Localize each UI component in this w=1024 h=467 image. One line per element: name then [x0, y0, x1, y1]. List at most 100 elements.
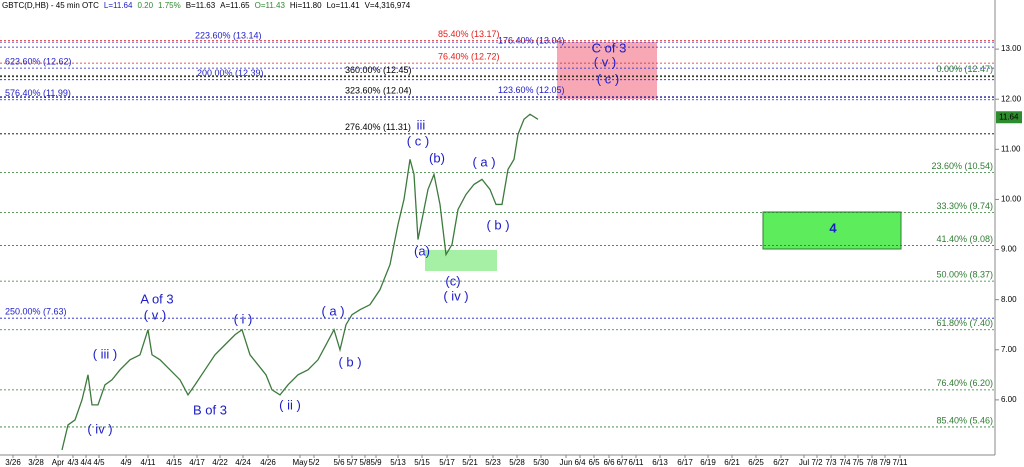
- y-tick-label: 11.00: [1001, 144, 1021, 153]
- fib-level-label: 276.40% (11.31): [345, 122, 411, 132]
- x-tick-label: 4/11: [141, 458, 157, 467]
- x-tick-label: 6/17: [677, 458, 693, 467]
- y-tick-label: 12.00: [1001, 94, 1022, 103]
- wave-label: C of 3: [592, 40, 627, 55]
- fib-level-label: 76.40% (6.20): [936, 378, 993, 388]
- x-tick-label: 6/11: [629, 458, 645, 467]
- x-tick-label: 7/8: [866, 458, 878, 467]
- y-tick-label: 8.00: [1001, 295, 1017, 304]
- x-tick-label: 7/5: [852, 458, 864, 467]
- wave-label: ( iv ): [87, 421, 112, 436]
- wave-label: ( c ): [407, 133, 429, 148]
- wave-label: (a): [414, 243, 430, 258]
- header-field: B=11.63: [186, 1, 216, 10]
- x-tick-label: 4/17: [189, 458, 205, 467]
- x-tick-label: 6/5: [588, 458, 600, 467]
- x-tick-label: 5/9: [370, 458, 382, 467]
- fib-level-label: 250.00% (7.63): [5, 307, 67, 317]
- x-tick-label: 4/5: [93, 458, 105, 467]
- last-price-label: 11.64: [999, 112, 1019, 121]
- x-tick-label: 6/21: [724, 458, 740, 467]
- fib-level-label: 33.30% (9.74): [936, 201, 993, 211]
- fib-level-label: 360.00% (12.45): [345, 65, 412, 75]
- header-field: A=11.65: [220, 1, 250, 10]
- fib-level-label: 623.60% (12.62): [5, 57, 72, 67]
- x-tick-label: 4/3: [67, 458, 79, 467]
- x-tick-label: 7/11: [893, 458, 909, 467]
- fib-level-label: 200.00% (12.39): [197, 68, 264, 78]
- header-field: L=11.64: [104, 1, 133, 10]
- x-tick-label: 5/15: [414, 458, 430, 467]
- wave-label: ( iv ): [443, 288, 468, 303]
- x-tick-label: 4/9: [120, 458, 132, 467]
- x-tick-label: 5/17: [439, 458, 455, 467]
- fib-level-label: 223.60% (13.14): [195, 30, 262, 40]
- header-field: V=4,316,974: [365, 1, 411, 10]
- wave-label: iii: [417, 117, 426, 132]
- fib-level-label: 76.40% (12.72): [438, 52, 500, 62]
- fib-level-label: 50.00% (8.37): [936, 269, 993, 279]
- x-tick-label: 3/26: [5, 458, 21, 467]
- header-field: 0.20: [137, 1, 153, 10]
- wave-label: ( i ): [234, 311, 253, 326]
- x-tick-label: 4/22: [212, 458, 228, 467]
- y-tick-label: 7.00: [1001, 345, 1017, 354]
- fib-level-label: 85.40% (13.17): [438, 29, 500, 39]
- wave-label: ( iii ): [93, 346, 118, 361]
- y-tick-label: 13.00: [1001, 44, 1022, 53]
- x-tick-label: 7/4: [839, 458, 851, 467]
- fib-level-label: 323.60% (12.04): [345, 86, 412, 96]
- x-tick-label: 6/4: [574, 458, 586, 467]
- wave-label: ( v ): [144, 307, 166, 322]
- x-tick-label: Jun: [560, 458, 573, 467]
- fib-level-label: 576.40% (11.99): [5, 88, 71, 98]
- x-tick-label: 5/13: [390, 458, 406, 467]
- wave-label: ( b ): [486, 217, 509, 232]
- wave-label: ( v ): [594, 54, 616, 69]
- x-tick-label: 5/21: [462, 458, 478, 467]
- wave-label: 4: [829, 220, 837, 235]
- x-tick-label: 4/26: [260, 458, 276, 467]
- header-field: 1.75%: [158, 1, 181, 10]
- last-price-badge: [996, 111, 1022, 124]
- y-tick-label: 9.00: [1001, 245, 1017, 254]
- wave-label: (b): [429, 150, 445, 165]
- fib-level-label: 61.80% (7.40): [936, 318, 993, 328]
- x-tick-label: 5/8: [359, 458, 371, 467]
- fib-level-label: 176.40% (13.04): [498, 35, 565, 45]
- x-tick-label: 5/7: [346, 458, 358, 467]
- header-field: O=11.43: [255, 1, 286, 10]
- wave-label: ( c ): [597, 71, 619, 86]
- x-tick-label: 6/25: [748, 458, 764, 467]
- x-tick-label: 7/9: [879, 458, 891, 467]
- support-zone: [425, 250, 497, 271]
- x-tick-label: 4/4: [80, 458, 92, 467]
- x-tick-label: 6/6: [603, 458, 615, 467]
- price-line: [61, 113, 539, 451]
- wave-label: B of 3: [193, 402, 227, 417]
- x-tick-label: 4/24: [235, 458, 251, 467]
- fib-level-label: 41.40% (9.08): [936, 234, 993, 244]
- x-tick-label: 6/19: [700, 458, 716, 467]
- wave-label: ( b ): [338, 354, 361, 369]
- header-field: Lo=11.41: [327, 1, 361, 10]
- x-tick-label: 5/2: [308, 458, 320, 467]
- wave-4-zone: [762, 211, 902, 250]
- y-tick-label: 10.00: [1001, 195, 1022, 204]
- wave-label: ( a ): [472, 154, 495, 169]
- x-tick-label: 5/30: [533, 458, 549, 467]
- x-tick-label: 3/28: [28, 458, 44, 467]
- x-tick-label: 5/28: [509, 458, 525, 467]
- x-tick-label: 6/27: [773, 458, 789, 467]
- header-field: GBTC(D,HB) - 45 min OTC: [2, 1, 99, 10]
- header: GBTC(D,HB) - 45 min OTC L=11.64 0.20 1.75% B…: [2, 1, 411, 10]
- y-tick-label: 6.00: [1001, 395, 1017, 404]
- fib-level-label: 85.40% (5.46): [936, 415, 993, 425]
- header-field: Hi=11.80: [290, 1, 322, 10]
- wave-label: (c): [445, 273, 460, 288]
- x-tick-label: 5/6: [333, 458, 345, 467]
- x-tick-label: May: [292, 458, 307, 467]
- x-tick-label: 4/15: [166, 458, 182, 467]
- x-tick-label: Apr: [52, 458, 65, 467]
